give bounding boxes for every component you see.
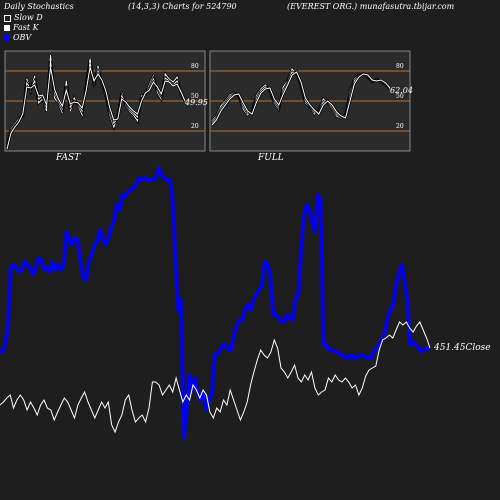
close-value-label: 451.45Close bbox=[434, 343, 491, 353]
full-panel-label: FULL bbox=[258, 153, 284, 163]
full-level-label-50: 50 bbox=[396, 93, 404, 100]
full-level-label-20: 20 bbox=[396, 123, 404, 130]
fast-panel-label: FAST bbox=[56, 153, 81, 163]
legend-obv-label: OBV bbox=[13, 33, 32, 42]
legend-slow-d: Slow D bbox=[4, 13, 43, 22]
fast-level-label-50: 50 bbox=[191, 93, 199, 100]
obv-price-panel bbox=[0, 166, 432, 440]
chart-source: (EVEREST ORG.) munafasutra.tbijar.com bbox=[287, 2, 455, 11]
fast-last-value: 49.95 bbox=[184, 98, 208, 107]
legend-obv: OBV bbox=[4, 33, 31, 42]
full-series-2 bbox=[211, 71, 391, 126]
chart-title: Daily Stochastics bbox=[4, 2, 74, 11]
obv-line bbox=[0, 166, 432, 440]
fast-stochastic-panel: 80 50 20 49.95 bbox=[4, 50, 208, 152]
full-last-value: 62.04 bbox=[390, 86, 413, 95]
full-stochastic-panel: 80 50 20 62.04 bbox=[209, 50, 413, 152]
slow-d-swatch bbox=[4, 14, 11, 22]
obv-swatch bbox=[4, 35, 10, 41]
close-price-line bbox=[0, 321, 431, 434]
fast-series-2 bbox=[6, 66, 186, 150]
legend-slow-d-label: Slow D bbox=[14, 13, 43, 22]
fast-level-label-20: 20 bbox=[191, 123, 199, 130]
chart-params: (14,3,3) Charts for 524790 bbox=[128, 2, 237, 11]
fast-k-swatch bbox=[4, 25, 10, 31]
fast-level-label-80: 80 bbox=[191, 63, 199, 70]
full-level-label-80: 80 bbox=[396, 63, 404, 70]
legend-fast-k-label: Fast K bbox=[13, 23, 39, 32]
legend-fast-k: Fast K bbox=[4, 23, 39, 32]
